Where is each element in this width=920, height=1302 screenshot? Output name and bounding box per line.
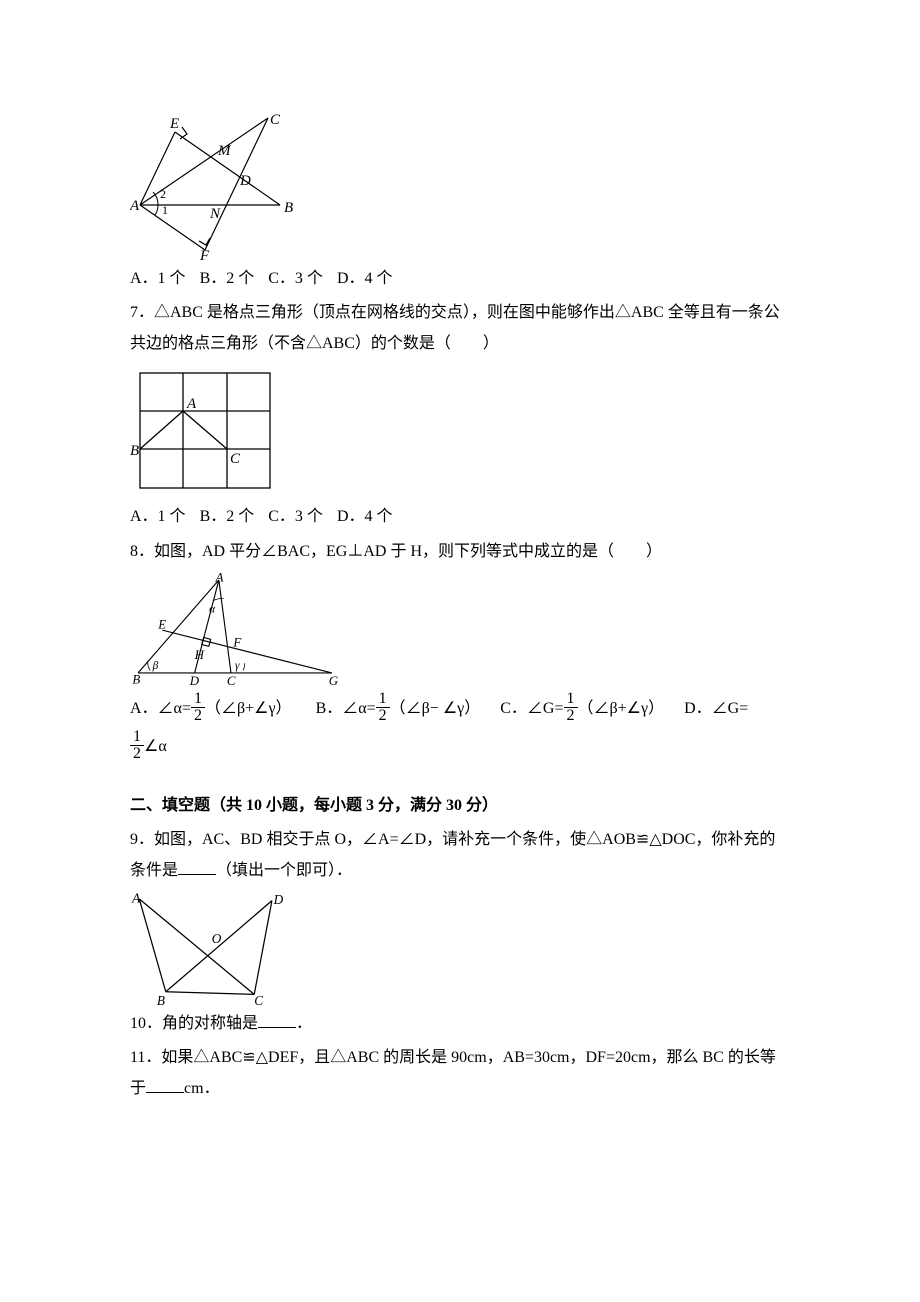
frac-num: 1 — [564, 691, 578, 708]
q8-opt-c-prefix: C．∠G= — [500, 700, 563, 717]
q10-stem: 10．角的对称轴是 ． — [130, 1009, 790, 1039]
q10-blank[interactable] — [258, 1011, 296, 1028]
q8-lbl-H: H — [194, 647, 205, 662]
frac-den: 2 — [191, 708, 205, 724]
q7-options: A．1 个 B．2 个 C．3 个 D．4 个 — [130, 502, 790, 532]
q8-opt-c[interactable]: C．∠G=12（∠β+∠γ） — [500, 700, 668, 717]
q8-options: A．∠α=12（∠β+∠γ） B．∠α=12（∠β− ∠γ） C．∠G=12（∠… — [130, 690, 790, 767]
frac-half: 12 — [191, 691, 205, 724]
q9-figure: A D O B C — [130, 890, 790, 1005]
q10-stem-a: 10．角的对称轴是 — [130, 1015, 258, 1032]
q9-lbl-C: C — [254, 993, 263, 1005]
q6-lbl-D: D — [239, 173, 251, 189]
frac-half: 12 — [130, 729, 144, 762]
q10-stem-b: ． — [296, 1015, 312, 1032]
q6-lbl-F: F — [199, 248, 210, 260]
q8-opt-a-prefix: A．∠α= — [130, 700, 191, 717]
q8-opt-d-prefix: D．∠G= — [684, 700, 748, 717]
q9-stem-b: （填出一个即可）． — [216, 862, 352, 879]
q9-lbl-B: B — [157, 993, 165, 1005]
q6-lbl-2: 2 — [160, 187, 166, 201]
q8-opt-c-text: （∠β+∠γ） — [578, 700, 665, 717]
q9-lbl-O: O — [212, 931, 222, 946]
q6-lbl-E: E — [169, 116, 179, 132]
q7-opt-a[interactable]: A．1 个 — [130, 508, 186, 525]
q6-figure: E C M D A N B F 1 2 — [130, 110, 790, 260]
q8-stem: 8．如图，AD 平分∠BAC，EG⊥AD 于 H，则下列等式中成立的是（ ） — [130, 537, 790, 567]
frac-den: 2 — [130, 746, 144, 762]
q7-lbl-A: A — [186, 396, 197, 412]
q6-opt-a[interactable]: A．1 个 — [130, 270, 186, 287]
q6-lbl-M: M — [217, 143, 232, 159]
frac-half: 12 — [564, 691, 578, 724]
frac-half: 12 — [376, 691, 390, 724]
q6-lbl-N: N — [209, 206, 221, 222]
q7-svg: A B C — [130, 363, 280, 498]
q9-svg: A D O B C — [130, 890, 290, 1005]
section2-title: 二、填空题（共 10 小题，每小题 3 分，满分 30 分） — [130, 791, 790, 821]
q6-opt-c[interactable]: C．3 个 — [268, 270, 323, 287]
q7-opt-d[interactable]: D．4 个 — [337, 508, 393, 525]
q8-opt-b-text: （∠β− ∠γ） — [390, 700, 481, 717]
q11-blank[interactable] — [146, 1076, 184, 1093]
q8-lbl-B: B — [132, 671, 140, 686]
q6-lbl-A: A — [130, 198, 140, 214]
q8-opt-d-suffix: ∠α — [144, 738, 167, 755]
q6-options: A．1 个 B．2 个 C．3 个 D．4 个 — [130, 264, 790, 294]
q7-opt-b[interactable]: B．2 个 — [200, 508, 255, 525]
q6-lbl-B: B — [284, 200, 293, 216]
q7-stem: 7．△ABC 是格点三角形（顶点在网格线的交点），则在图中能够作出△ABC 全等… — [130, 298, 790, 359]
q7-figure: A B C — [130, 363, 790, 498]
q7-lbl-B: B — [130, 443, 139, 459]
q7-lbl-C: C — [230, 451, 241, 467]
q11-stem: 11．如果△ABC≌△DEF，且△ABC 的周长是 90cm，AB=30cm，D… — [130, 1043, 790, 1104]
q11-stem-b: cm． — [184, 1080, 220, 1097]
frac-num: 1 — [191, 691, 205, 708]
q8-opt-d[interactable]: D．∠G= — [684, 700, 748, 717]
q9-lbl-A: A — [131, 890, 141, 905]
q9-lbl-D: D — [273, 892, 284, 907]
q9-stem: 9．如图，AC、BD 相交于点 O，∠A=∠D，请补充一个条件，使△AOB≌△D… — [130, 825, 790, 886]
q8-lbl-G: G — [329, 673, 339, 686]
q8-lbl-F: F — [232, 634, 241, 649]
q6-svg: E C M D A N B F 1 2 — [130, 110, 300, 260]
frac-num: 1 — [130, 729, 144, 746]
q8-lbl-beta: β — [152, 660, 159, 672]
q8-svg: A E F H B D C G α β γ — [130, 571, 340, 686]
q8-opt-b-prefix: B．∠α= — [316, 700, 376, 717]
frac-den: 2 — [376, 708, 390, 724]
q8-lbl-C: C — [227, 673, 236, 686]
q7-opt-c[interactable]: C．3 个 — [268, 508, 323, 525]
q6-opt-d[interactable]: D．4 个 — [337, 270, 393, 287]
q6-opt-b[interactable]: B．2 个 — [200, 270, 255, 287]
q8-opt-b[interactable]: B．∠α=12（∠β− ∠γ） — [316, 700, 485, 717]
q8-lbl-alpha: α — [209, 603, 216, 615]
q8-opt-a-text: （∠β+∠γ） — [205, 700, 292, 717]
q6-lbl-1: 1 — [162, 203, 168, 217]
q11-stem-a: 11．如果△ABC≌△DEF，且△ABC 的周长是 90cm，AB=30cm，D… — [130, 1049, 776, 1096]
frac-den: 2 — [564, 708, 578, 724]
q8-lbl-E: E — [157, 616, 166, 631]
frac-num: 1 — [376, 691, 390, 708]
q8-opt-a[interactable]: A．∠α=12（∠β+∠γ） — [130, 700, 296, 717]
q6-lbl-C: C — [270, 112, 281, 128]
q8-lbl-gamma: γ — [235, 660, 240, 672]
q8-figure: A E F H B D C G α β γ — [130, 571, 790, 686]
q8-lbl-A: A — [215, 571, 224, 585]
q9-blank[interactable] — [178, 858, 216, 875]
q8-lbl-D: D — [189, 673, 200, 686]
q8-opt-d-cont[interactable]: 12∠α — [130, 738, 167, 755]
